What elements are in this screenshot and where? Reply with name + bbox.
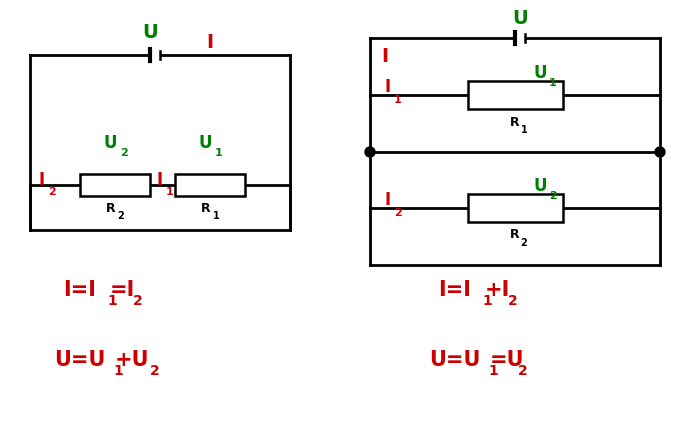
- Text: 2: 2: [133, 294, 143, 308]
- Text: I: I: [39, 171, 45, 189]
- Text: =U: =U: [490, 350, 524, 370]
- Text: 2: 2: [48, 187, 56, 197]
- Circle shape: [365, 147, 375, 157]
- Text: 1: 1: [166, 187, 174, 197]
- Text: U: U: [142, 24, 158, 43]
- Text: R: R: [201, 202, 211, 215]
- FancyBboxPatch shape: [468, 81, 563, 109]
- Text: =I: =I: [110, 280, 135, 300]
- Text: 2: 2: [118, 211, 124, 221]
- Text: 2: 2: [508, 294, 518, 308]
- Text: I=I: I=I: [64, 280, 96, 300]
- Text: R: R: [510, 116, 520, 129]
- Text: U: U: [198, 134, 211, 152]
- Text: 1: 1: [521, 125, 528, 135]
- Text: 1: 1: [107, 294, 117, 308]
- Text: +U: +U: [114, 350, 149, 370]
- Text: 1: 1: [394, 95, 402, 105]
- FancyBboxPatch shape: [468, 194, 563, 222]
- Text: U: U: [103, 134, 117, 152]
- Text: U: U: [512, 9, 528, 28]
- Text: 2: 2: [521, 238, 528, 248]
- FancyBboxPatch shape: [80, 174, 150, 196]
- Text: U=U: U=U: [429, 350, 481, 370]
- Text: I: I: [381, 46, 389, 65]
- Text: I: I: [207, 34, 214, 52]
- Text: 1: 1: [215, 148, 223, 158]
- Text: 1: 1: [488, 364, 498, 378]
- Text: I: I: [385, 78, 391, 96]
- Text: I: I: [385, 191, 391, 209]
- Text: 2: 2: [518, 364, 528, 378]
- FancyBboxPatch shape: [175, 174, 245, 196]
- Text: 2: 2: [394, 208, 402, 218]
- Text: I: I: [157, 171, 163, 189]
- Text: I=I: I=I: [438, 280, 471, 300]
- Circle shape: [655, 147, 665, 157]
- Text: 1: 1: [549, 78, 557, 88]
- Text: R: R: [510, 228, 520, 242]
- Text: 2: 2: [549, 191, 557, 201]
- Text: 2: 2: [120, 148, 128, 158]
- Text: U: U: [533, 177, 547, 195]
- Text: 1: 1: [482, 294, 492, 308]
- Text: 2: 2: [150, 364, 160, 378]
- Text: U: U: [533, 64, 547, 82]
- Text: 1: 1: [213, 211, 219, 221]
- Text: +I: +I: [484, 280, 510, 300]
- Text: 1: 1: [113, 364, 123, 378]
- Text: U=U: U=U: [54, 350, 105, 370]
- Text: R: R: [106, 202, 116, 215]
